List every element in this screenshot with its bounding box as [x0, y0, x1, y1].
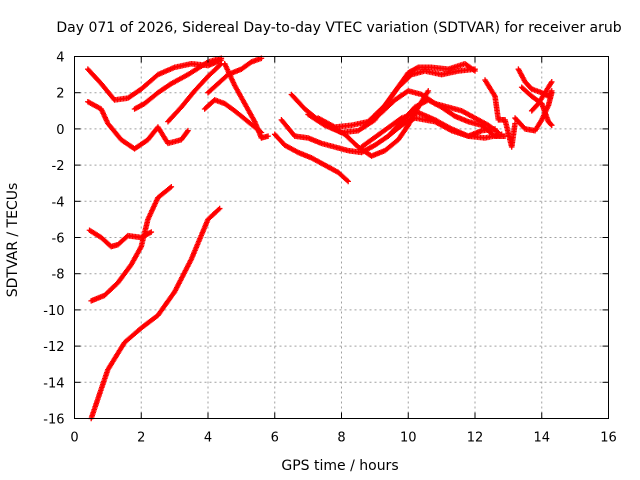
data-point [168, 184, 175, 190]
data-point [512, 120, 518, 127]
data-series-arc19 [395, 115, 505, 141]
data-series-arc11 [271, 131, 351, 185]
data-point [472, 66, 478, 72]
data-point [265, 133, 271, 139]
x-tick-label: 0 [70, 431, 78, 446]
data-point [217, 61, 224, 68]
x-tick-label: 10 [400, 431, 417, 446]
y-tick-label: -4 [52, 195, 65, 210]
data-point [185, 127, 191, 134]
data-series-arc20 [482, 77, 518, 150]
data-point [344, 177, 350, 184]
data-point [345, 178, 351, 185]
y-tick-label: -2 [52, 159, 65, 174]
data-series-arc9 [201, 97, 265, 136]
data-point [548, 89, 555, 96]
y-tick-label: -8 [52, 268, 65, 283]
data-series-arc15 [315, 66, 478, 130]
y-tick-label: -10 [43, 304, 64, 319]
data-point [216, 205, 223, 212]
y-axis-label: SDTVAR / TECUs [5, 183, 21, 298]
chart-title: Day 071 of 2026, Sidereal Day-to-day VTE… [56, 20, 621, 36]
data-series-arc1 [88, 205, 223, 422]
x-tick-label: 14 [533, 431, 550, 446]
data-point [548, 121, 554, 128]
x-tick-label: 12 [467, 431, 484, 446]
data-series-arc10 [221, 60, 271, 141]
y-tick-label: -12 [43, 340, 64, 355]
data-point [425, 88, 432, 94]
data-series-arc6 [131, 55, 225, 112]
data-series-arc7 [165, 60, 225, 125]
y-tick-label: 4 [56, 51, 64, 66]
data-marks [85, 55, 555, 422]
data-point [492, 126, 498, 132]
x-axis-ticks: 0 2 4 6 8 10 12 14 16 [70, 56, 617, 446]
data-series-arc2 [88, 184, 175, 304]
data-series-arc4 [85, 98, 191, 152]
y-tick-label: -16 [43, 413, 64, 428]
data-series-arc23 [528, 79, 555, 114]
x-tick-label: 8 [337, 431, 345, 446]
data-series-arc24 [518, 84, 555, 129]
data-series-arc17 [385, 97, 508, 139]
y-axis-ticks: -16 -14 -12 -10 -8 -6 -4 -2 0 2 4 [43, 51, 609, 428]
x-tick-label: 6 [271, 431, 279, 446]
data-point [548, 79, 555, 85]
data-point [498, 131, 505, 138]
x-axis-label: GPS time / hours [281, 458, 398, 474]
y-tick-label: -6 [52, 232, 65, 247]
grid-lines [74, 56, 609, 419]
x-tick-label: 2 [137, 431, 145, 446]
data-point [548, 122, 555, 129]
data-series-arc21 [515, 66, 555, 100]
data-point [215, 206, 222, 213]
y-tick-label: 2 [56, 87, 64, 102]
y-tick-label: -14 [43, 376, 64, 391]
data-series-arc3 [86, 227, 155, 250]
y-tick-label: 0 [56, 123, 64, 138]
data-point [148, 229, 155, 235]
x-tick-label: 4 [204, 431, 212, 446]
data-point [184, 129, 190, 135]
x-tick-label: 16 [600, 431, 617, 446]
data-point [167, 185, 173, 191]
data-series-arc5 [85, 57, 225, 103]
